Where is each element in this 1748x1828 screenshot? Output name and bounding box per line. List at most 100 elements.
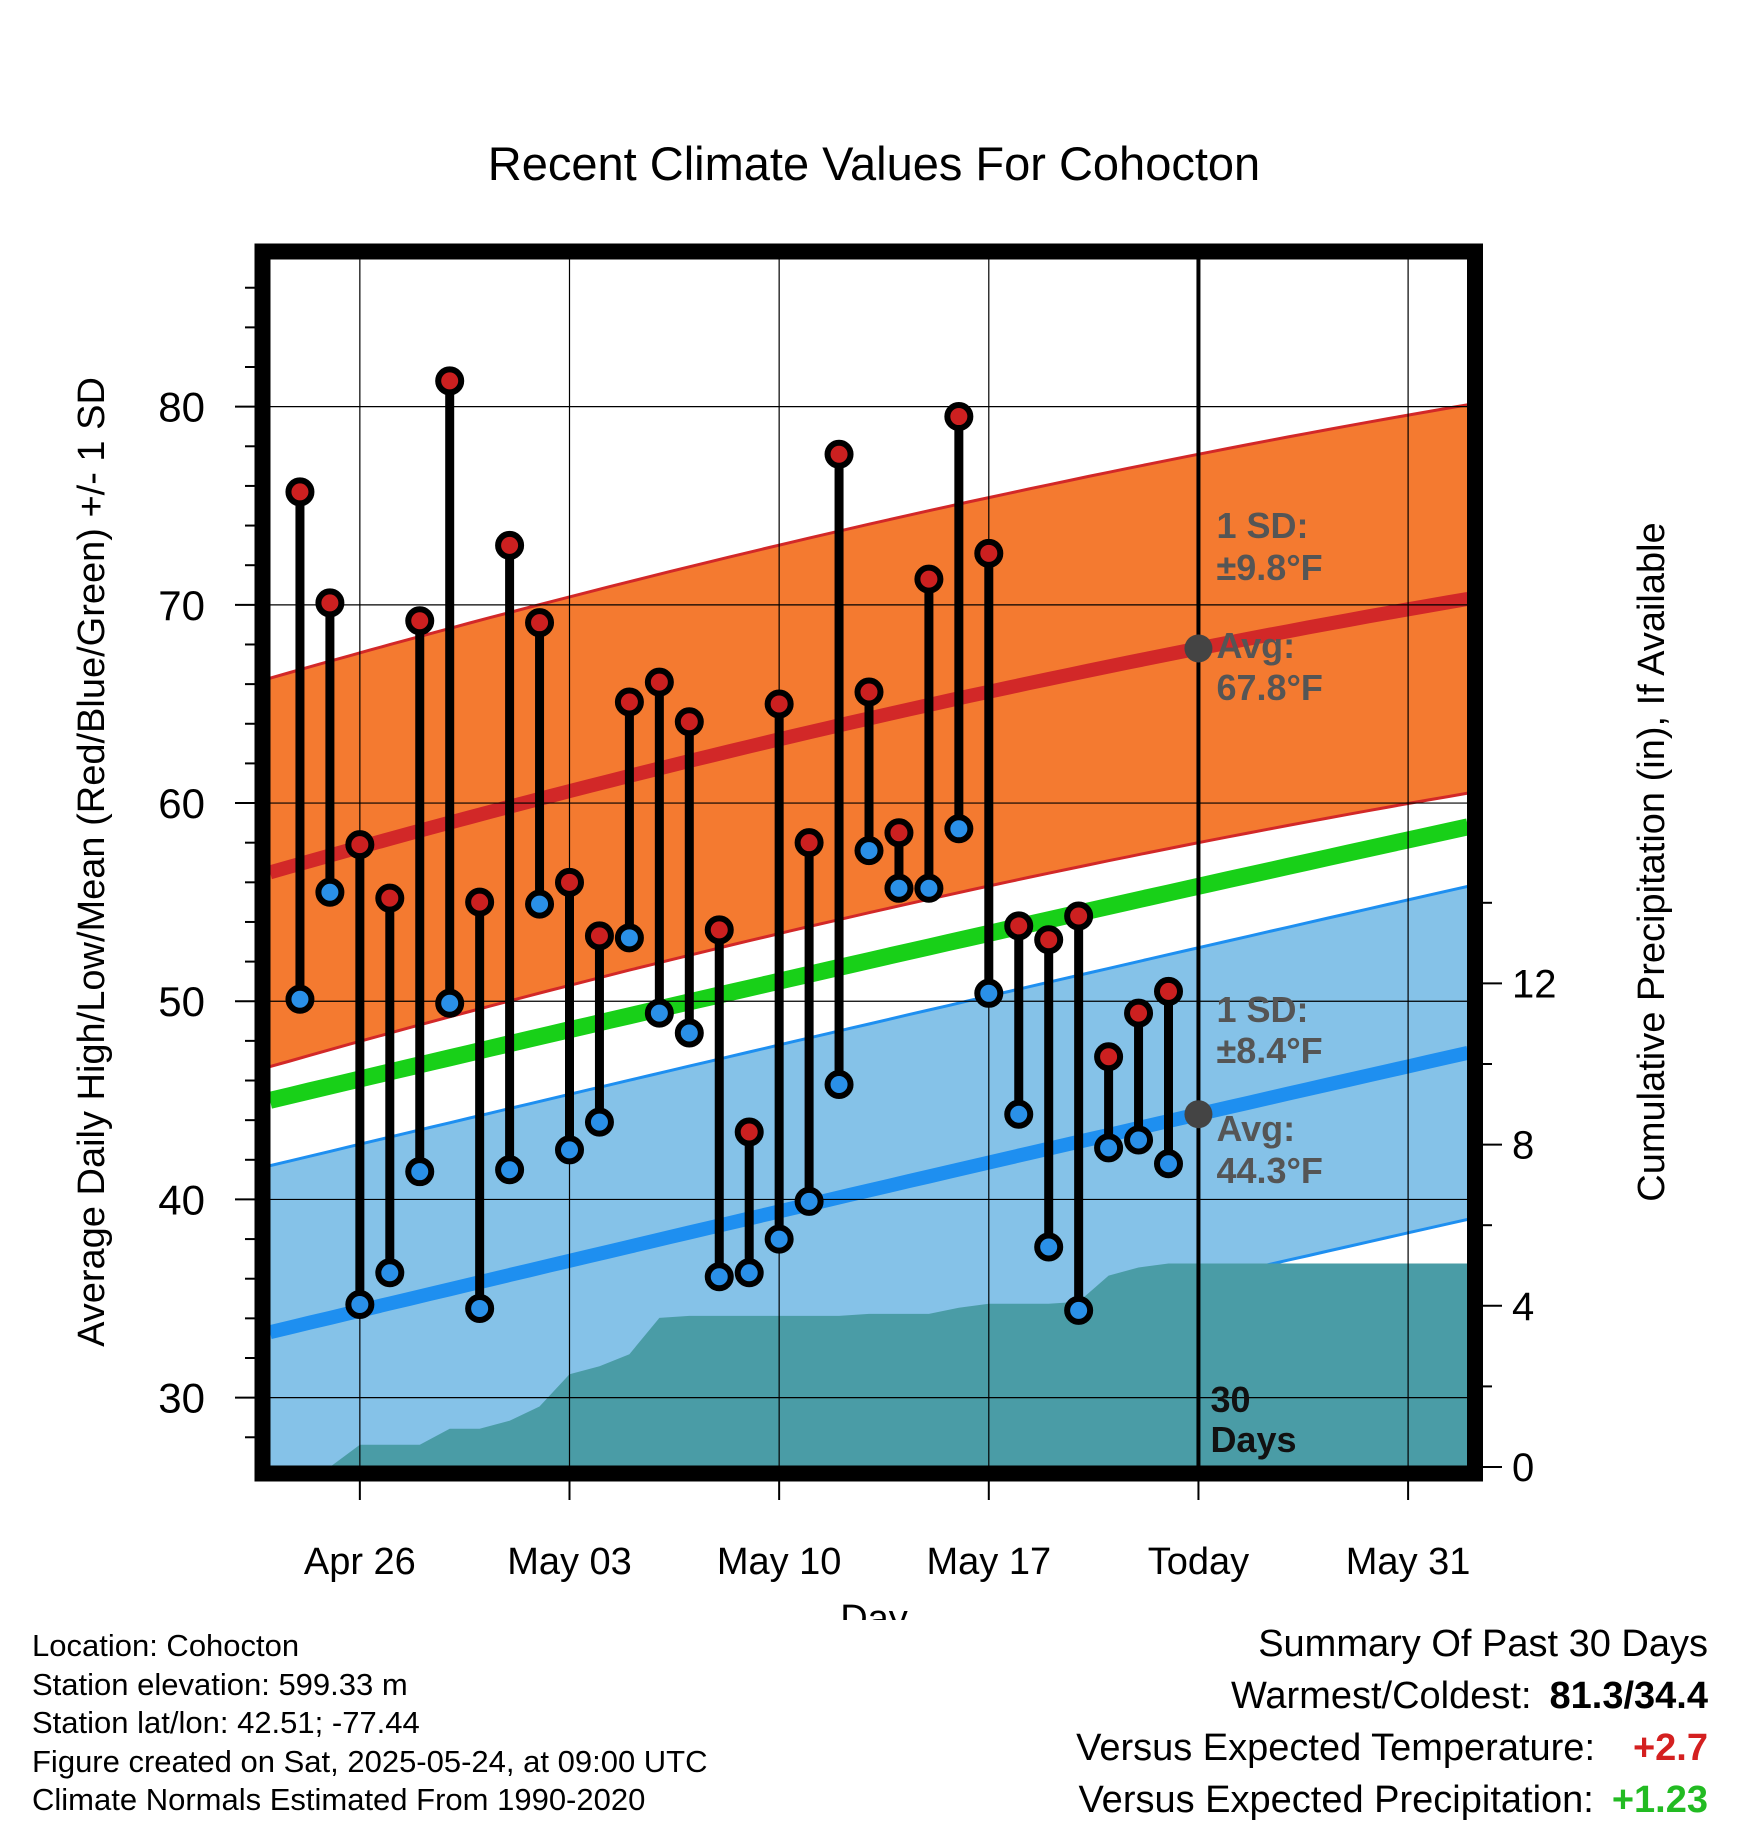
y-tick-label: 40 xyxy=(158,1176,205,1223)
low-temp-point xyxy=(495,1155,525,1185)
high-sd-label: 1 SD: xyxy=(1216,505,1308,546)
normals-text: Climate Normals Estimated From 1990-2020 xyxy=(32,1782,646,1817)
days-count-label: 30 xyxy=(1210,1379,1250,1420)
summary-temp-row: Versus Expected Temperature: +2.7 xyxy=(1076,1722,1708,1774)
high-avg-value: 67.8°F xyxy=(1216,667,1322,708)
precip-value: +1.23 xyxy=(1611,1779,1708,1821)
low-avg-value: 44.3°F xyxy=(1216,1150,1322,1191)
mean-normal-line xyxy=(270,818,1468,1109)
low-temp-point xyxy=(285,984,315,1014)
high-temp-point xyxy=(1034,925,1064,955)
high-temp-point xyxy=(555,867,584,897)
high-temp-point xyxy=(1004,911,1034,941)
plot-frame xyxy=(254,243,1483,1482)
low-avg-label: Avg: xyxy=(1216,1108,1295,1149)
low-sd-value: ±8.4°F xyxy=(1216,1030,1322,1071)
high-sd-lower-edge xyxy=(270,791,1468,1069)
y2-tick-label: 4 xyxy=(1512,1285,1534,1329)
low-temp-point xyxy=(734,1258,764,1288)
x-tick-label: Today xyxy=(1148,1541,1249,1583)
low-temp-point xyxy=(944,814,974,844)
low-temp-point xyxy=(674,1018,704,1048)
low-temp-point xyxy=(555,1135,584,1165)
high-temp-point xyxy=(345,830,375,860)
high-temp-point xyxy=(1094,1042,1124,1072)
low-temp-point xyxy=(704,1262,734,1292)
high-temp-point xyxy=(704,915,734,945)
low-temp-point xyxy=(884,873,914,903)
latlon-text: Station lat/lon: 42.51; -77.44 xyxy=(32,1705,420,1740)
low-temp-point xyxy=(375,1258,405,1288)
climate-chart: Recent Climate Values For Cohocton 1 SD:… xyxy=(71,137,1673,1620)
y-tick-label: 70 xyxy=(158,582,205,629)
station-info: Location: Cohocton Station elevation: 59… xyxy=(32,1627,708,1820)
low-sd-label: 1 SD: xyxy=(1216,989,1308,1030)
x-tick-label: May 10 xyxy=(717,1541,842,1583)
high-temp-point xyxy=(734,1117,764,1147)
high-temp-point xyxy=(914,564,944,594)
high-temp-point xyxy=(824,439,854,469)
y-axis-label: Average Daily High/Low/Mean (Red/Blue/Gr… xyxy=(71,377,113,1347)
high-temp-point xyxy=(315,588,345,618)
high-temp-point xyxy=(644,667,674,697)
warm-cold-label: Warmest/Coldest: xyxy=(1230,1675,1532,1717)
low-temp-point xyxy=(854,836,884,866)
summary-warm-cold-row: Warmest/Coldest: 81.3/34.4 xyxy=(1076,1670,1708,1722)
low-temp-point xyxy=(824,1069,854,1099)
today-high-normal-marker xyxy=(1184,634,1213,663)
x-tick-label: May 03 xyxy=(507,1541,632,1583)
low-temp-point xyxy=(794,1186,824,1216)
x-axis-label: Day xyxy=(840,1598,908,1620)
y-tick-label: 60 xyxy=(158,780,205,827)
high-temp-point xyxy=(854,677,884,707)
low-temp-point xyxy=(1154,1149,1183,1179)
high-sd-value: ±9.8°F xyxy=(1216,547,1322,588)
high-temp-point xyxy=(495,530,525,560)
low-temp-point xyxy=(1064,1295,1094,1325)
high-temp-point xyxy=(405,606,435,636)
high-temp-point xyxy=(1124,998,1154,1028)
high-temp-point xyxy=(794,828,824,858)
high-temp-point xyxy=(375,883,405,913)
high-temp-point xyxy=(614,687,644,717)
low-temp-point xyxy=(914,873,944,903)
today-low-normal-marker xyxy=(1184,1100,1213,1129)
low-temp-point xyxy=(644,998,674,1028)
low-temp-point xyxy=(1094,1133,1124,1163)
low-temp-point xyxy=(525,889,555,919)
plot-clipped-layer xyxy=(270,258,1468,1467)
x-tick-label: May 17 xyxy=(926,1541,1051,1583)
high-temp-point xyxy=(674,707,704,737)
low-temp-point xyxy=(1124,1125,1154,1155)
elevation-text: Station elevation: 599.33 m xyxy=(32,1666,408,1702)
chart-title: Recent Climate Values For Cohocton xyxy=(488,137,1260,190)
y2-tick-label: 8 xyxy=(1512,1124,1534,1168)
high-temp-point xyxy=(584,921,614,951)
x-tick-label: May 31 xyxy=(1346,1541,1471,1583)
low-temp-point xyxy=(1034,1232,1064,1262)
high-temp-point xyxy=(285,477,315,507)
high-temp-point xyxy=(465,887,495,917)
low-temp-point xyxy=(764,1224,794,1254)
created-text: Figure created on Sat, 2025-05-24, at 09… xyxy=(32,1743,708,1779)
summary-precip-row: Versus Expected Precipitation: +1.23 xyxy=(1076,1774,1708,1826)
location-text: Location: Cohocton xyxy=(32,1628,300,1663)
high-temp-point xyxy=(944,402,974,432)
high-temp-point xyxy=(974,538,1004,568)
low-temp-point xyxy=(584,1107,614,1137)
y2-tick-label: 12 xyxy=(1512,962,1557,1006)
low-temp-point xyxy=(465,1293,495,1323)
x-tick-label: Apr 26 xyxy=(304,1541,416,1583)
low-sd-upper-edge xyxy=(270,884,1468,1168)
low-temp-point xyxy=(405,1157,435,1187)
days-word-label: Days xyxy=(1210,1419,1296,1460)
high-temp-point xyxy=(435,366,465,396)
low-temp-point xyxy=(614,923,644,953)
low-temp-point xyxy=(1004,1099,1034,1129)
summary-heading: Summary Of Past 30 Days xyxy=(1258,1623,1708,1665)
low-normal-line xyxy=(270,1045,1468,1340)
temp-label: Versus Expected Temperature: xyxy=(1076,1727,1595,1769)
temp-value: +2.7 xyxy=(1632,1727,1708,1769)
precip-label: Versus Expected Precipitation: xyxy=(1078,1779,1594,1821)
